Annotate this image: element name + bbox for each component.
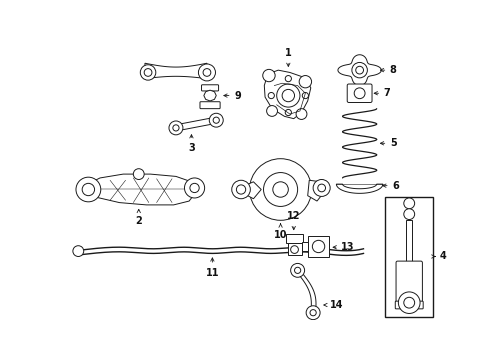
Circle shape bbox=[73, 246, 84, 256]
Circle shape bbox=[76, 177, 101, 202]
Circle shape bbox=[404, 209, 415, 220]
Circle shape bbox=[198, 64, 216, 81]
Polygon shape bbox=[264, 70, 311, 119]
Circle shape bbox=[354, 88, 365, 99]
Bar bbox=[301, 242, 308, 251]
Circle shape bbox=[291, 246, 298, 253]
FancyBboxPatch shape bbox=[201, 85, 219, 91]
Circle shape bbox=[291, 264, 305, 277]
Text: 14: 14 bbox=[330, 300, 343, 310]
Circle shape bbox=[302, 93, 309, 99]
FancyBboxPatch shape bbox=[396, 261, 422, 303]
Circle shape bbox=[312, 240, 325, 253]
Text: 2: 2 bbox=[135, 216, 142, 226]
Circle shape bbox=[249, 159, 312, 220]
Bar bbox=[308, 236, 329, 257]
Bar bbox=[286, 234, 303, 243]
Circle shape bbox=[310, 310, 316, 316]
Circle shape bbox=[173, 125, 179, 131]
Circle shape bbox=[352, 62, 368, 78]
Circle shape bbox=[277, 84, 300, 107]
Circle shape bbox=[133, 169, 144, 180]
FancyBboxPatch shape bbox=[347, 84, 372, 103]
Text: 5: 5 bbox=[390, 138, 396, 148]
Text: 11: 11 bbox=[206, 268, 219, 278]
Circle shape bbox=[209, 113, 223, 127]
FancyBboxPatch shape bbox=[200, 102, 220, 109]
Circle shape bbox=[398, 292, 420, 314]
Circle shape bbox=[140, 65, 156, 80]
Polygon shape bbox=[308, 180, 323, 201]
Circle shape bbox=[268, 93, 274, 99]
Polygon shape bbox=[83, 174, 197, 205]
Circle shape bbox=[318, 184, 325, 192]
Text: 9: 9 bbox=[234, 91, 241, 100]
Polygon shape bbox=[175, 117, 217, 131]
Circle shape bbox=[285, 109, 292, 116]
Circle shape bbox=[306, 306, 320, 320]
Circle shape bbox=[264, 172, 297, 206]
Text: 3: 3 bbox=[188, 143, 195, 153]
Text: 13: 13 bbox=[341, 242, 355, 252]
Circle shape bbox=[313, 180, 330, 197]
Text: 6: 6 bbox=[392, 181, 399, 191]
Circle shape bbox=[236, 185, 245, 194]
Text: 4: 4 bbox=[440, 252, 446, 261]
Polygon shape bbox=[145, 63, 207, 78]
FancyBboxPatch shape bbox=[395, 301, 423, 309]
Bar bbox=[385, 197, 433, 316]
Circle shape bbox=[273, 182, 288, 197]
Circle shape bbox=[267, 105, 277, 116]
Circle shape bbox=[294, 267, 301, 274]
Circle shape bbox=[213, 117, 220, 123]
Circle shape bbox=[296, 109, 307, 120]
Text: 7: 7 bbox=[384, 88, 391, 98]
Polygon shape bbox=[338, 55, 381, 86]
Circle shape bbox=[285, 76, 292, 82]
Circle shape bbox=[184, 178, 205, 198]
Circle shape bbox=[190, 183, 199, 193]
Text: 12: 12 bbox=[287, 211, 300, 221]
Text: 1: 1 bbox=[285, 48, 292, 58]
Circle shape bbox=[169, 121, 183, 135]
Circle shape bbox=[299, 76, 312, 88]
Circle shape bbox=[232, 180, 250, 199]
Circle shape bbox=[82, 183, 95, 195]
Bar bbox=[406, 220, 412, 263]
Polygon shape bbox=[204, 90, 216, 101]
Polygon shape bbox=[240, 182, 261, 199]
Bar bbox=[288, 243, 301, 255]
Circle shape bbox=[356, 66, 364, 74]
Text: 10: 10 bbox=[274, 230, 287, 239]
Text: 8: 8 bbox=[390, 65, 397, 75]
Circle shape bbox=[282, 89, 294, 102]
Polygon shape bbox=[336, 184, 383, 193]
Circle shape bbox=[203, 69, 211, 76]
Circle shape bbox=[144, 69, 152, 76]
Circle shape bbox=[263, 69, 275, 82]
Circle shape bbox=[404, 297, 415, 308]
Circle shape bbox=[404, 198, 415, 209]
